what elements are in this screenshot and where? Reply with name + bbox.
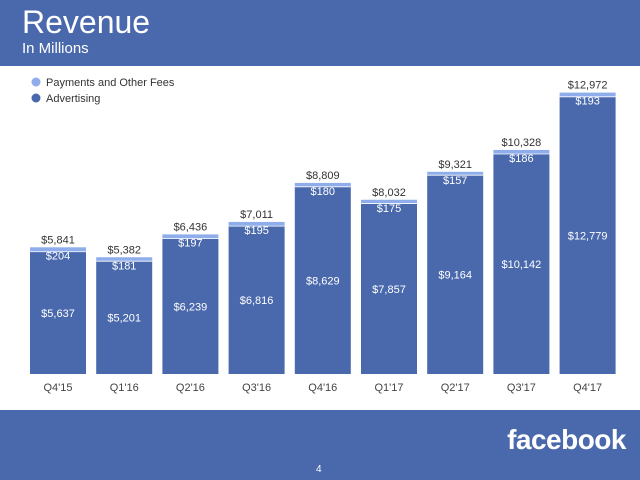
facebook-logo: facebook: [507, 424, 626, 455]
payments-label: $181: [112, 260, 136, 272]
advertising-label: $5,201: [107, 313, 141, 325]
legend-marker: [31, 77, 41, 87]
payments-label: $186: [509, 153, 533, 165]
payments-label: $195: [244, 225, 268, 237]
advertising-label: $12,779: [568, 230, 608, 242]
advertising-bar: [493, 153, 550, 374]
footer-bar: facebook 4: [0, 410, 640, 480]
advertising-bar: [162, 238, 219, 374]
payments-label: $180: [311, 186, 335, 198]
advertising-bar: [427, 175, 484, 374]
payments-label: $204: [46, 250, 70, 262]
category-label: Q1'17: [374, 382, 403, 394]
total-label: $6,436: [174, 221, 208, 233]
total-label: $5,841: [41, 234, 75, 246]
payments-bar: [30, 247, 86, 252]
advertising-label: $6,239: [174, 301, 208, 313]
advertising-bar: [559, 96, 616, 374]
payments-bar: [96, 257, 153, 262]
advertising-label: $9,164: [438, 270, 472, 282]
category-label: Q1'16: [110, 382, 139, 394]
payments-bar: [294, 182, 351, 187]
advertising-bar: [361, 203, 417, 374]
category-label: Q4'15: [43, 382, 72, 394]
payments-bar: [361, 199, 417, 204]
payments-bar: [559, 92, 616, 97]
total-label: $10,328: [502, 137, 542, 149]
category-label: Q3'16: [242, 382, 271, 394]
legend-label: Payments and Other Fees: [46, 77, 175, 89]
total-label: $9,321: [438, 159, 472, 171]
advertising-label: $10,142: [502, 259, 542, 271]
payments-bar: [228, 221, 285, 227]
category-label: Q2'17: [441, 382, 470, 394]
header-bar: Revenue In Millions: [0, 0, 640, 66]
total-label: $8,032: [372, 187, 406, 199]
legend-marker: [31, 93, 41, 103]
category-label: Q4'17: [573, 382, 602, 394]
payments-label: $175: [377, 203, 401, 215]
payments-label: $157: [443, 175, 467, 187]
advertising-label: $8,629: [306, 275, 340, 287]
total-label: $12,972: [568, 80, 608, 92]
payments-bar: [162, 234, 219, 239]
advertising-label: $6,816: [240, 295, 274, 307]
total-label: $5,382: [107, 244, 141, 256]
advertising-bar: [96, 261, 153, 374]
legend-label: Advertising: [46, 93, 100, 105]
category-label: Q4'16: [308, 382, 337, 394]
category-label: Q3'17: [507, 382, 536, 394]
page-number: 4: [316, 464, 322, 475]
payments-bar: [493, 149, 550, 154]
payments-bar: [427, 171, 484, 176]
advertising-label: $5,637: [41, 308, 75, 320]
slide-subtitle: In Millions: [22, 40, 89, 57]
payments-label: $193: [575, 96, 599, 108]
slide-title: Revenue: [22, 4, 151, 40]
advertising-bar: [228, 226, 285, 374]
category-label: Q2'16: [176, 382, 205, 394]
advertising-bar: [294, 186, 351, 374]
revenue-chart: Payments and Other Fees Advertising $5,841…: [30, 77, 616, 394]
total-label: $8,809: [306, 170, 340, 182]
total-label: $7,011: [240, 209, 273, 221]
payments-label: $197: [178, 237, 202, 249]
advertising-label: $7,857: [372, 284, 406, 296]
advertising-bar: [30, 251, 86, 374]
